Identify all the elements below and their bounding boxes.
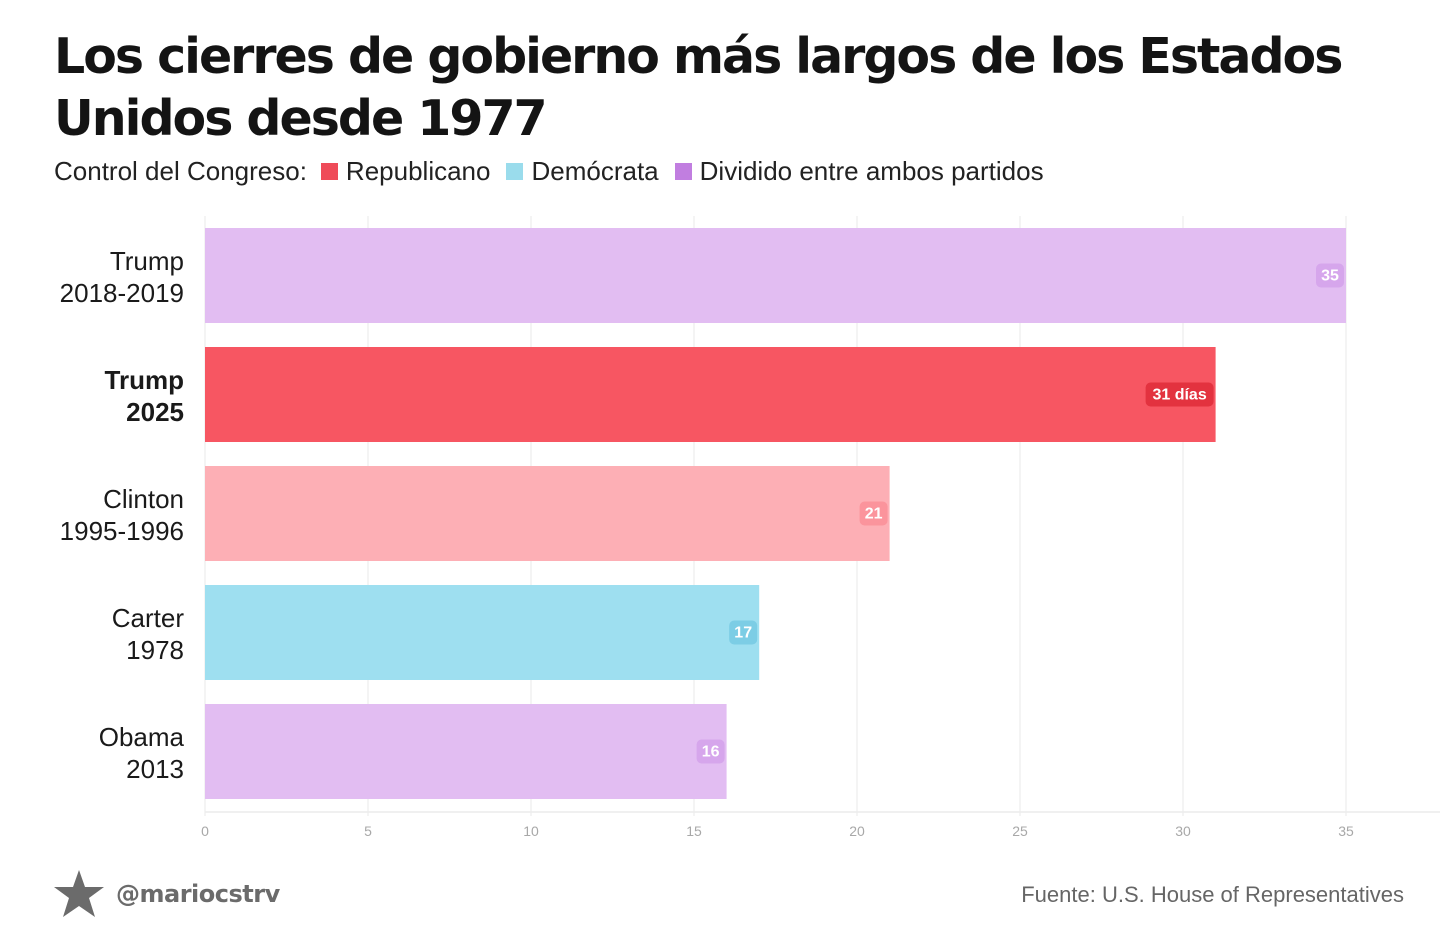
legend-item-republicano: Republicano	[320, 155, 491, 187]
y-category-label: Clinton 1995-1996	[60, 484, 184, 546]
x-tick-label: 20	[849, 823, 865, 839]
x-tick-label: 15	[686, 823, 702, 839]
x-tick-label: 25	[1012, 823, 1028, 839]
category-name: Trump	[110, 246, 184, 276]
author-handle: @mariocstrv	[116, 880, 280, 908]
bar	[205, 466, 890, 561]
value-label: 35	[1321, 268, 1339, 285]
y-category-label: Trump 2018-2019	[60, 246, 184, 308]
bar	[205, 228, 1346, 323]
value-label: 31 días	[1152, 387, 1206, 404]
legend-label-republicano: Republicano	[345, 155, 491, 186]
y-category-label: Obama 2013	[99, 722, 185, 784]
category-years: 2013	[126, 754, 184, 784]
category-years: 2025	[126, 397, 184, 427]
x-tick-label: 30	[1175, 823, 1191, 839]
category-name: Obama	[99, 722, 185, 752]
value-label: 16	[702, 744, 720, 761]
value-badge	[1145, 382, 1214, 407]
star-icon	[54, 870, 104, 917]
value-badge	[1316, 263, 1344, 288]
value-label: 17	[734, 625, 752, 642]
category-years: 2018-2019	[60, 278, 184, 308]
legend-item-dividido: Dividido entre ambos partidos	[674, 155, 1044, 187]
bar	[205, 585, 760, 680]
category-name: Trump	[105, 365, 184, 395]
x-tick-label: 35	[1338, 823, 1354, 839]
bar	[205, 704, 727, 799]
value-badge	[696, 739, 725, 764]
legend-title: Control del Congreso:	[54, 155, 307, 186]
legend-label-democrata: Demócrata	[531, 155, 659, 186]
source-note: Fuente: U.S. House of Representatives	[1021, 882, 1404, 907]
x-tick-label: 10	[523, 823, 539, 839]
legend-label-dividido: Dividido entre ambos partidos	[699, 155, 1044, 186]
x-tick-label: 5	[364, 823, 372, 839]
value-label: 21	[865, 506, 883, 523]
category-name: Clinton	[103, 484, 184, 514]
category-years: 1995-1996	[60, 516, 184, 546]
value-badge	[859, 501, 888, 526]
y-category-label: Trump 2025	[105, 365, 184, 427]
legend-swatch-democrata	[506, 162, 524, 180]
category-years: 1978	[126, 635, 184, 665]
value-badge	[729, 620, 758, 645]
category-name: Carter	[112, 603, 185, 633]
legend-swatch-dividido	[674, 162, 692, 180]
legend: Control del Congreso: Republicano Demócr…	[54, 154, 1060, 188]
x-tick-label: 0	[201, 823, 209, 839]
bar	[205, 347, 1216, 442]
legend-item-democrata: Demócrata	[506, 155, 659, 187]
y-category-label: Carter 1978	[112, 603, 185, 665]
chart-title: Los cierres de gobierno más largos de lo…	[54, 28, 1343, 147]
legend-swatch-republicano	[320, 162, 338, 180]
